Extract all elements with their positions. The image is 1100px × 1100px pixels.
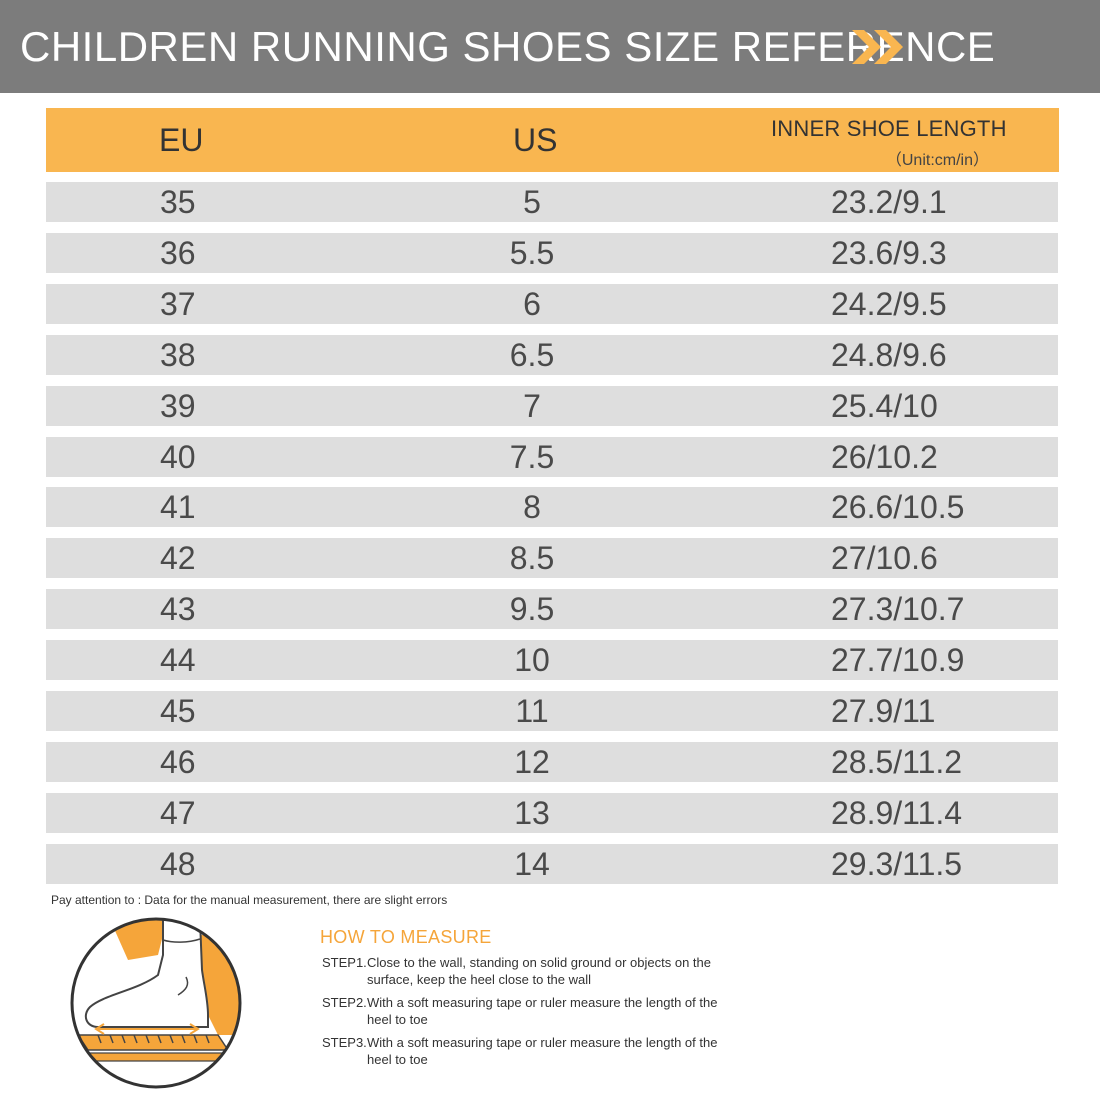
how-to-measure-title: HOW TO MEASURE	[320, 927, 492, 947]
cell-length: 27.9/11	[831, 693, 936, 729]
cell-eu: 35	[160, 184, 196, 220]
table-row: 37 6 24.2/9.5	[46, 283, 1058, 324]
step-text: With a soft measuring tape or ruler meas…	[367, 1035, 718, 1067]
step-text: Close to the wall, standing on solid gro…	[367, 955, 711, 987]
cell-length: 29.3/11.5	[831, 845, 963, 882]
table-row: 41 8 26.6/10.5	[46, 487, 1058, 528]
cell-us: 11	[515, 693, 549, 729]
cell-length: 27/10.6	[831, 540, 938, 577]
cell-eu: 48	[160, 845, 196, 882]
cell-eu: 37	[160, 285, 196, 322]
cell-eu: 40	[160, 438, 196, 475]
double-chevron-right-icon	[852, 30, 903, 64]
cell-length: 28.9/11.4	[831, 794, 963, 831]
cell-eu: 38	[160, 336, 196, 373]
table-header: EU US INNER SHOE LENGTH （Unit:cm/in）	[46, 108, 1059, 172]
cell-length: 26/10.2	[831, 438, 938, 475]
cell-eu: 43	[160, 591, 196, 628]
cell-us: 12	[514, 743, 550, 780]
table-row: 46 12 28.5/11.2	[46, 741, 1058, 782]
step-2: STEP2. With a soft measuring tape or rul…	[320, 994, 740, 1028]
size-table: EU US INNER SHOE LENGTH （Unit:cm/in） 35 5…	[46, 108, 1059, 884]
how-to-measure: HOW TO MEASURE STEP1. Close to the wall,…	[320, 927, 740, 1074]
cell-length: 24.2/9.5	[831, 285, 947, 322]
cell-eu: 45	[160, 693, 196, 729]
step-3: STEP3. With a soft measuring tape or rul…	[320, 1034, 740, 1068]
table-row: 48 14 29.3/11.5	[46, 843, 1058, 884]
cell-length: 26.6/10.5	[831, 489, 965, 526]
cell-us: 6	[523, 285, 541, 322]
table-row: 40 7.5 26/10.2	[46, 436, 1058, 477]
table-row: 47 13 28.9/11.4	[46, 792, 1058, 833]
foot-measure-icon	[70, 917, 242, 1089]
table-row: 35 5 23.2/9.1	[46, 182, 1058, 222]
column-header-unit: （Unit:cm/in）	[885, 152, 989, 169]
cell-us: 7	[523, 387, 541, 424]
cell-us: 14	[514, 845, 550, 882]
page-title: CHILDREN RUNNING SHOES SIZE REFERENCE	[20, 23, 996, 70]
cell-length: 23.2/9.1	[831, 184, 947, 220]
cell-eu: 44	[160, 642, 196, 679]
step-label: STEP3.	[322, 1035, 367, 1050]
cell-us: 13	[514, 794, 550, 831]
table-row: 39 7 25.4/10	[46, 385, 1058, 426]
step-1: STEP1. Close to the wall, standing on so…	[320, 954, 740, 988]
cell-length: 27.3/10.7	[831, 591, 965, 628]
cell-us: 6.5	[509, 336, 555, 373]
cell-length: 24.8/9.6	[831, 336, 947, 373]
cell-length: 23.6/9.3	[831, 234, 947, 271]
step-text: With a soft measuring tape or ruler meas…	[367, 995, 718, 1027]
table-row: 43 9.5 27.3/10.7	[46, 589, 1058, 630]
table-row: 45 11 27.9/11	[46, 691, 1058, 731]
cell-us: 8.5	[509, 540, 555, 577]
cell-eu: 39	[160, 387, 196, 424]
cell-us: 5	[523, 184, 541, 220]
cell-length: 28.5/11.2	[831, 743, 963, 780]
step-label: STEP2.	[322, 995, 367, 1010]
cell-length: 27.7/10.9	[831, 642, 965, 679]
column-header-eu: EU	[159, 122, 204, 158]
cell-us: 5.5	[509, 234, 555, 271]
cell-eu: 46	[160, 743, 196, 780]
cell-eu: 42	[160, 540, 196, 577]
table-row: 36 5.5 23.6/9.3	[46, 232, 1058, 273]
cell-us: 9.5	[509, 591, 555, 628]
table-row: 44 10 27.7/10.9	[46, 640, 1058, 681]
cell-us: 10	[514, 642, 550, 679]
header-banner: CHILDREN RUNNING SHOES SIZE REFERENCE	[0, 0, 1100, 93]
cell-us: 7.5	[509, 438, 555, 475]
cell-length: 25.4/10	[831, 387, 938, 424]
table-row: 38 6.5 24.8/9.6	[46, 334, 1058, 375]
column-header-length: INNER SHOE LENGTH	[771, 116, 1007, 141]
table-row: 42 8.5 27/10.6	[46, 538, 1058, 579]
column-header-us: US	[513, 122, 558, 158]
measurement-note: Pay attention to : Data for the manual m…	[51, 893, 448, 907]
cell-us: 8	[523, 489, 541, 526]
step-label: STEP1.	[322, 955, 367, 970]
cell-eu: 47	[160, 794, 196, 831]
cell-eu: 36	[160, 234, 196, 271]
cell-eu: 41	[160, 489, 196, 526]
